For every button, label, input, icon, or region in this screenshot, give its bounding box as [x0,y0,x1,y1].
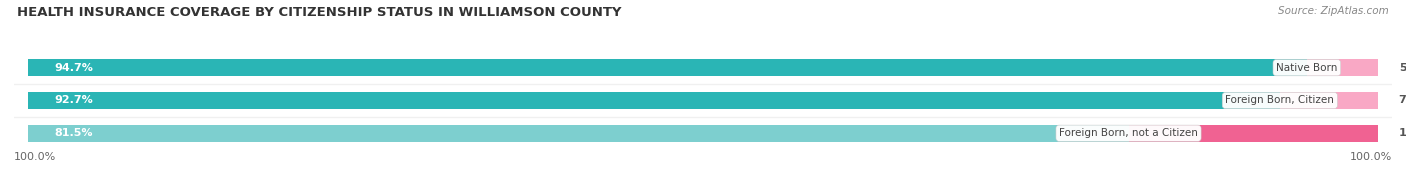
Text: 18.5%: 18.5% [1399,128,1406,138]
Bar [1306,59,1378,76]
Text: 81.5%: 81.5% [55,128,93,138]
Text: Source: ZipAtlas.com: Source: ZipAtlas.com [1278,6,1389,16]
Text: HEALTH INSURANCE COVERAGE BY CITIZENSHIP STATUS IN WILLIAMSON COUNTY: HEALTH INSURANCE COVERAGE BY CITIZENSHIP… [17,6,621,19]
Bar [28,125,1129,142]
Text: 5.3%: 5.3% [1399,63,1406,73]
Text: Foreign Born, Citizen: Foreign Born, Citizen [1226,95,1334,105]
Bar [1129,125,1378,142]
Text: 94.7%: 94.7% [55,63,93,73]
Bar [28,92,1378,109]
Text: Foreign Born, not a Citizen: Foreign Born, not a Citizen [1059,128,1198,138]
Bar [28,59,1378,76]
Bar [1279,92,1378,109]
Text: 100.0%: 100.0% [1350,152,1392,162]
Text: 92.7%: 92.7% [55,95,93,105]
Bar [28,92,1279,109]
Text: Native Born: Native Born [1277,63,1337,73]
Text: 100.0%: 100.0% [14,152,56,162]
Text: 7.3%: 7.3% [1399,95,1406,105]
Bar [28,59,1306,76]
Bar [28,125,1378,142]
